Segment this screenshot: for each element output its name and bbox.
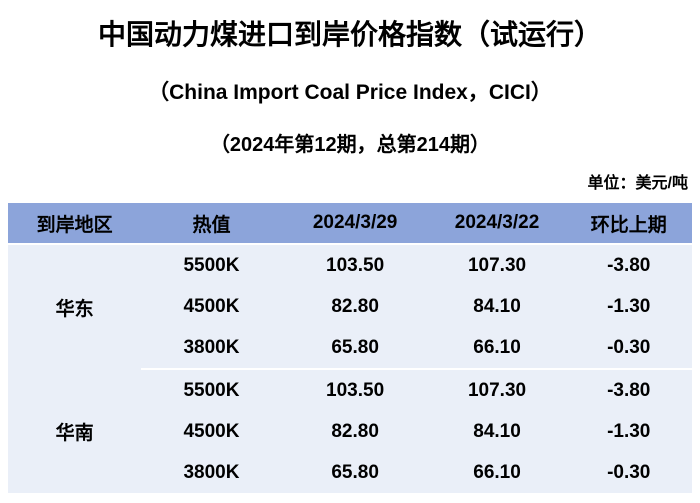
table-row: 华东 5500K 103.50 107.30 -3.80 [8, 244, 692, 369]
table-row: 3800K 65.80 66.10 -0.30 [8, 327, 692, 370]
header-date-previous: 2024/3/22 [428, 203, 566, 245]
header-region: 到岸地区 [8, 203, 142, 245]
table-header-row: 到岸地区 热值 2024/3/29 2024/3/22 环比上期 [8, 203, 692, 245]
edition-label: （2024年第12期，总第214期） [209, 134, 491, 156]
price-previous-cell: 107.30 [428, 369, 566, 411]
price-current-cell: 103.50 [281, 244, 429, 286]
region-cell-huanan: 华南 [8, 369, 142, 493]
table-row: 3800K 65.80 66.10 -0.30 [8, 452, 692, 493]
heat-cell: 4500K [141, 286, 282, 327]
price-current-cell: 65.80 [281, 327, 429, 370]
heat-cell: 4500K [141, 411, 282, 452]
price-previous-cell: 66.10 [428, 452, 566, 493]
page-title: 中国动力煤进口到岸价格指数（试运行） [97, 19, 602, 50]
change-cell: -0.30 [565, 327, 692, 370]
page-subtitle-english: （China Import Coal Price Index，CICI） [148, 81, 552, 104]
price-previous-cell: 66.10 [428, 327, 566, 370]
unit-label: 单位：美元/吨 [587, 175, 688, 192]
heat-cell: 5500K [141, 244, 282, 286]
price-previous-cell: 84.10 [428, 286, 566, 327]
change-cell: -3.80 [565, 244, 692, 286]
heat-cell: 5500K [141, 369, 282, 411]
price-current-cell: 82.80 [281, 411, 429, 452]
heat-cell: 3800K [141, 452, 282, 493]
change-cell: -0.30 [565, 452, 692, 493]
change-cell: -1.30 [565, 411, 692, 452]
table-row: 华南 5500K 103.50 107.30 -3.80 [8, 369, 692, 493]
price-previous-cell: 107.30 [428, 244, 566, 286]
price-index-table: 到岸地区 热值 2024/3/29 2024/3/22 环比上期 华东 5500… [8, 203, 692, 493]
change-cell: -3.80 [565, 369, 692, 411]
header-change: 环比上期 [565, 203, 692, 245]
price-previous-cell: 84.10 [428, 411, 566, 452]
heat-cell: 3800K [141, 327, 282, 370]
table-row: 4500K 82.80 84.10 -1.30 [8, 286, 692, 327]
header-date-current: 2024/3/29 [281, 203, 429, 245]
region-cell-huadong: 华东 [8, 244, 142, 369]
table-row: 4500K 82.80 84.10 -1.30 [8, 411, 692, 452]
price-current-cell: 103.50 [281, 369, 429, 411]
price-current-cell: 65.80 [281, 452, 429, 493]
header-heat-value: 热值 [141, 203, 282, 245]
change-cell: -1.30 [565, 286, 692, 327]
price-current-cell: 82.80 [281, 286, 429, 327]
